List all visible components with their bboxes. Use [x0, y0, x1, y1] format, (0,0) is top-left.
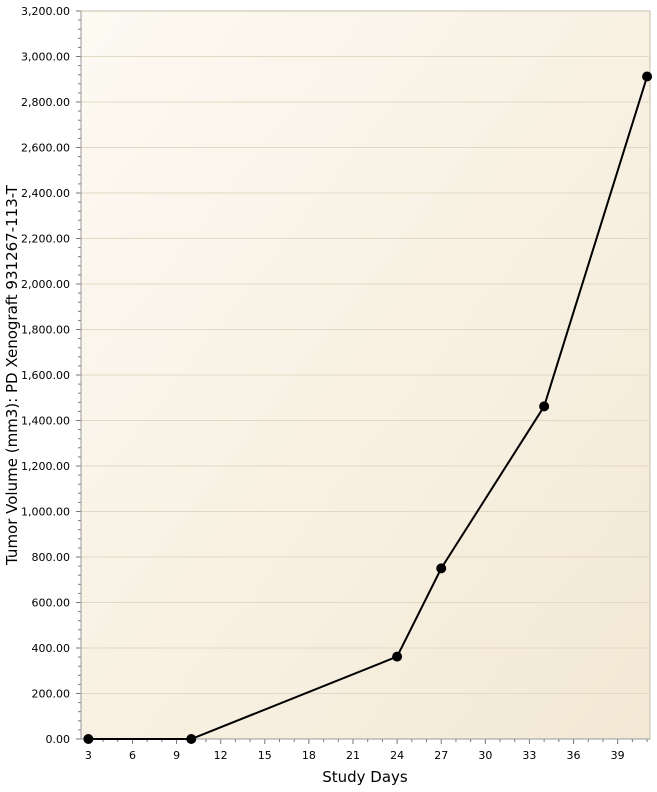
data-point [436, 563, 447, 574]
y-axis-title: Tumor Volume (mm3): PD Xenograft 931267-… [3, 184, 21, 566]
y-tick-label: 2,200.00 [21, 233, 70, 246]
gridlines [81, 56, 650, 694]
y-tick-label: 2,000.00 [21, 278, 70, 291]
x-tick-label: 18 [302, 749, 316, 762]
y-tick-label: 200.00 [32, 688, 71, 701]
data-point [186, 734, 197, 744]
x-tick-label: 27 [434, 749, 448, 762]
y-tick-label: 800.00 [32, 551, 71, 564]
x-tick-label: 24 [390, 749, 404, 762]
x-tick-label: 12 [214, 749, 228, 762]
y-tick-label: 1,600.00 [21, 369, 70, 382]
x-tick-label: 30 [478, 749, 492, 762]
y-tick-label: 1,000.00 [21, 506, 70, 519]
y-tick-label: 3,000.00 [21, 51, 70, 64]
x-tick-label: 9 [173, 749, 180, 762]
y-tick-label: 2,800.00 [21, 96, 70, 109]
data-point [539, 401, 550, 412]
x-tick-label: 3 [85, 749, 92, 762]
y-tick-label: 400.00 [32, 642, 71, 655]
y-tick-label: 2,600.00 [21, 142, 70, 155]
series-group [83, 71, 653, 744]
x-tick-label: 33 [522, 749, 536, 762]
x-tick-label: 39 [611, 749, 625, 762]
x-tick-label: 15 [258, 749, 272, 762]
y-tick-label: 600.00 [32, 597, 71, 610]
y-tick-label: 1,200.00 [21, 460, 70, 473]
y-tick-label: 0.00 [46, 733, 71, 746]
series-line [88, 76, 649, 740]
data-point [392, 651, 403, 662]
y-tick-label: 3,200.00 [21, 5, 70, 18]
data-point [642, 71, 653, 82]
y-tick-label: 1,400.00 [21, 415, 70, 428]
x-axis-title: Study Days [322, 768, 408, 786]
x-tick-label: 6 [129, 749, 136, 762]
y-tick-label: 2,400.00 [21, 187, 70, 200]
x-tick-label: 21 [346, 749, 360, 762]
data-point [83, 734, 94, 744]
y-tick-label: 1,800.00 [21, 324, 70, 337]
y-axis: 0.00 200.00 400.00 600.00 800.00 1,000.00 1,20… [21, 5, 82, 746]
x-axis: 3 6 9 12 15 18 21 24 27 30 33 36 39 [81, 738, 650, 762]
x-tick-label: 36 [567, 749, 581, 762]
